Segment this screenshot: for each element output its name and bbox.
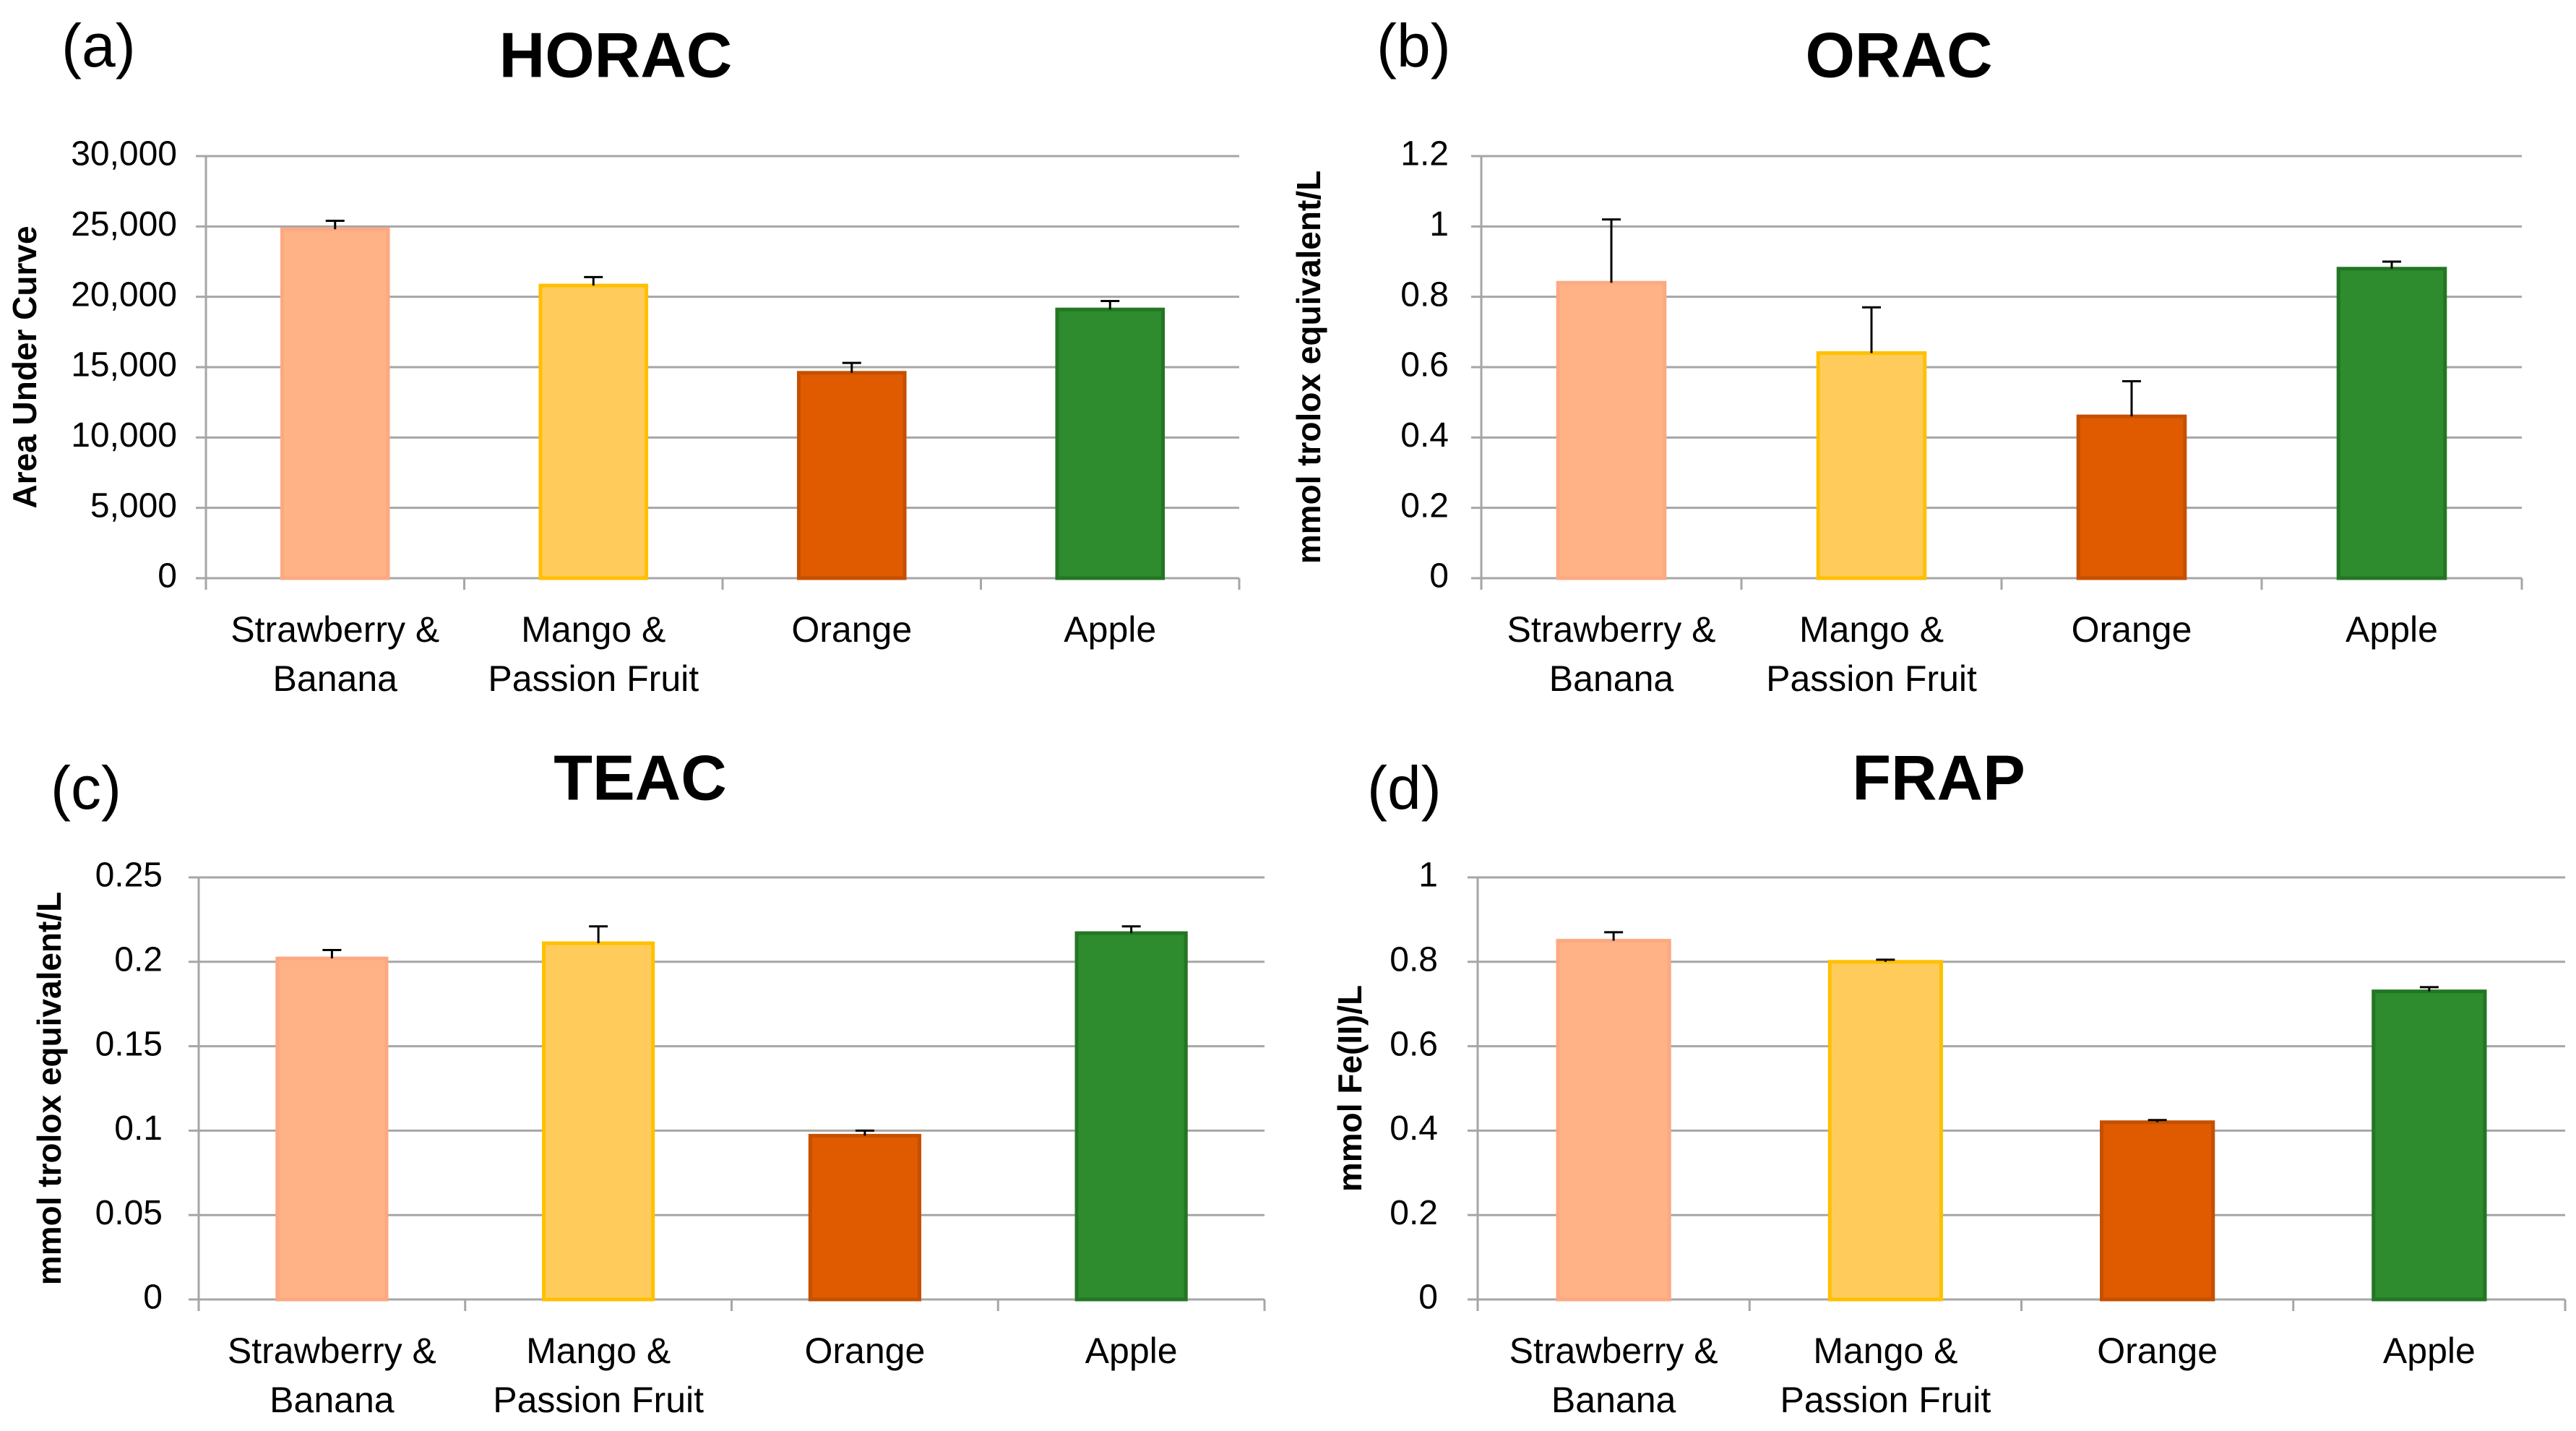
y-tick-label: 0 [1429, 557, 1449, 596]
x-tick-label-mango-passion-fruit: Passion Fruit [488, 658, 699, 699]
bar-strawberry-banana [1556, 280, 1667, 580]
y-tick-label: 0.05 [95, 1194, 163, 1232]
bar-apple [2336, 267, 2447, 580]
x-tick-label-strawberry-banana: Banana [1549, 658, 1674, 699]
x-tick-label-strawberry-banana: Strawberry & [1507, 609, 1716, 650]
bar-mango-passion-fruit [1827, 960, 1944, 1302]
y-tick-label: 0 [1418, 1279, 1438, 1317]
bar-mango-passion-fruit [538, 283, 649, 580]
y-tick-label: 15,000 [71, 346, 177, 384]
x-tick-label-apple: Apple [1064, 609, 1156, 650]
panel-label: (c) [51, 754, 121, 822]
y-tick-label: 0.6 [1400, 346, 1449, 384]
bar-strawberry-banana [275, 956, 389, 1302]
y-tick-label: 0.2 [1390, 1194, 1438, 1232]
chart-title: HORAC [499, 19, 733, 90]
y-tick-label: 0.2 [1400, 486, 1449, 525]
bar-orange [808, 1133, 921, 1302]
panel-label: (b) [1377, 12, 1451, 80]
bar-strawberry-banana [280, 227, 390, 580]
x-tick-label-strawberry-banana: Strawberry & [228, 1331, 436, 1371]
x-tick-label-orange: Orange [791, 609, 912, 650]
x-tick-label-mango-passion-fruit: Mango & [521, 609, 665, 650]
x-tick-label-strawberry-banana: Banana [273, 658, 398, 699]
y-tick-label: 0.25 [95, 856, 163, 895]
y-tick-label: 1 [1418, 856, 1438, 895]
x-tick-label-orange: Orange [804, 1331, 925, 1371]
y-axis-label: mmol Fe(II)/L [1331, 985, 1369, 1192]
chart-title: TEAC [553, 742, 727, 813]
bar-strawberry-banana [1556, 939, 1671, 1302]
y-tick-label: 1.2 [1400, 135, 1449, 173]
chart-title: FRAP [1852, 742, 2025, 813]
x-tick-label-apple: Apple [1085, 1331, 1178, 1371]
x-tick-label-strawberry-banana: Strawberry & [231, 609, 439, 650]
bar-orange [796, 371, 907, 580]
y-axis-label: Area Under Curve [6, 225, 43, 508]
panel-horac: (a) HORAC 0 5,000 10,000 15,000 20,000 25,000 30… [6, 12, 1241, 699]
panel-label: (a) [61, 12, 136, 80]
x-tick-label-mango-passion-fruit: Mango & [1813, 1331, 1957, 1371]
bar-apple [2372, 989, 2487, 1302]
y-tick-label: 25,000 [71, 205, 177, 244]
y-tick-label: 10,000 [71, 416, 177, 455]
x-tick-label-strawberry-banana: Strawberry & [1509, 1331, 1718, 1371]
x-tick-label-mango-passion-fruit: Mango & [526, 1331, 671, 1371]
y-tick-label: 0 [143, 1279, 163, 1317]
x-tick-label-mango-passion-fruit: Mango & [1799, 609, 1944, 650]
y-tick-label: 5,000 [90, 486, 177, 525]
y-tick-label: 30,000 [71, 135, 177, 173]
bar-apple [1074, 931, 1188, 1302]
x-tick-label-mango-passion-fruit: Passion Fruit [1780, 1380, 1991, 1420]
chart-title: ORAC [1805, 19, 1992, 90]
panel-frap: (d) FRAP 0 0.2 0.4 0.6 0.8 1 mmol Fe(II)/L Strawb… [1331, 742, 2567, 1420]
bar-apple [1055, 307, 1166, 580]
panel-orac: (b) ORAC 0 0.2 0.4 0.6 0.8 1 1.2 mmol trolox equi… [1290, 12, 2523, 699]
y-tick-label: 0.6 [1390, 1025, 1438, 1063]
bar-mango-passion-fruit [1816, 351, 1927, 580]
y-tick-label: 1 [1429, 205, 1449, 244]
x-tick-label-orange: Orange [2072, 609, 2192, 650]
x-tick-label-apple: Apple [2383, 1331, 2476, 1371]
y-axis-label: mmol trolox equivalent/L [1290, 171, 1327, 564]
y-tick-label: 0.4 [1390, 1109, 1438, 1148]
x-tick-label-strawberry-banana: Banana [270, 1380, 395, 1420]
y-tick-label: 0.8 [1390, 940, 1438, 979]
y-tick-label: 0.4 [1400, 416, 1449, 455]
y-tick-label: 0.15 [95, 1025, 163, 1063]
x-tick-label-mango-passion-fruit: Passion Fruit [493, 1380, 704, 1420]
y-tick-label: 0 [158, 557, 177, 596]
y-tick-label: 20,000 [71, 275, 177, 314]
y-axis-label: mmol trolox equivalent/L [30, 892, 68, 1285]
x-tick-label-strawberry-banana: Banana [1551, 1380, 1676, 1420]
bar-orange [2076, 414, 2187, 580]
bar-orange [2099, 1120, 2215, 1302]
panel-label: (d) [1367, 754, 1442, 822]
x-tick-label-orange: Orange [2097, 1331, 2218, 1371]
y-tick-label: 0.2 [114, 940, 163, 979]
panel-teac: (c) TEAC 0 0.05 0.1 0.15 0.2 0.25 mmol trolox eq… [30, 742, 1266, 1420]
x-tick-label-mango-passion-fruit: Passion Fruit [1766, 658, 1977, 699]
x-tick-label-apple: Apple [2345, 609, 2438, 650]
y-tick-label: 0.1 [114, 1109, 163, 1148]
y-tick-label: 0.8 [1400, 275, 1449, 314]
bar-mango-passion-fruit [542, 941, 655, 1302]
